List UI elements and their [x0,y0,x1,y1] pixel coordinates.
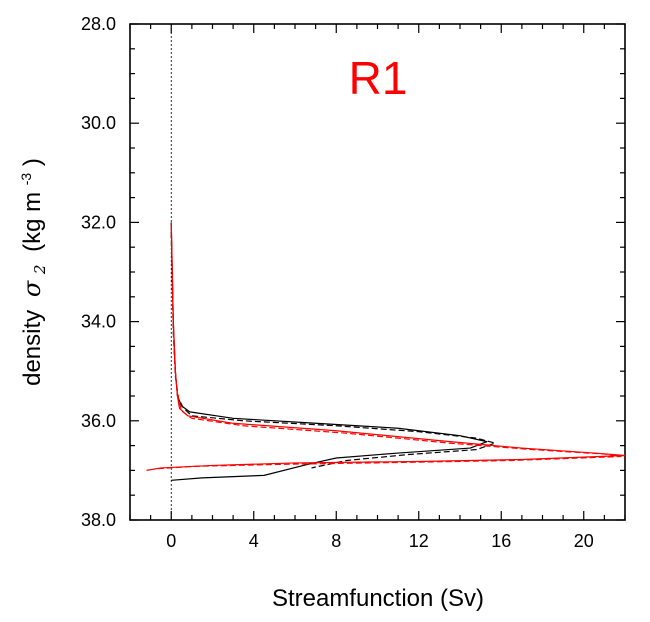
y-axis-title-unit-open: (kg m [19,192,46,252]
y-axis-title: density σ 2 (kg m -3 ) [10,158,51,386]
series-line-3 [146,222,625,471]
y-axis-title-subscript: 2 [31,265,49,276]
x-tick-label: 20 [574,531,594,551]
x-axis-title: Streamfunction (Sv) [272,585,484,612]
y-tick-label: 34.0 [81,312,116,332]
series-line-1 [170,222,488,481]
y-axis-title-unit-close: ) [19,158,46,166]
x-tick-label: 16 [491,531,511,551]
series-line-4 [154,232,622,470]
y-axis-title-prefix: density [19,310,46,386]
y-tick-label: 36.0 [81,411,116,431]
x-tick-label: 0 [166,531,176,551]
series-lines [146,222,625,481]
y-axis-title-sigma: σ [18,280,46,297]
x-tick-label: 8 [331,531,341,551]
y-tick-label: 38.0 [81,510,116,530]
x-tick-label: 12 [409,531,429,551]
x-tick-label: 4 [249,531,259,551]
y-axis-title-unit-sup: -3 [18,173,34,186]
y-tick-label: 32.0 [81,212,116,232]
y-tick-label: 28.0 [81,14,116,34]
panel-label: R1 [349,52,408,104]
tick-labels: 0 4 8 12 16 20 28.0 30.0 32.0 34.0 36.0 38.0 [81,14,594,551]
y-tick-label: 30.0 [81,113,116,133]
axis-ticks [129,23,626,521]
